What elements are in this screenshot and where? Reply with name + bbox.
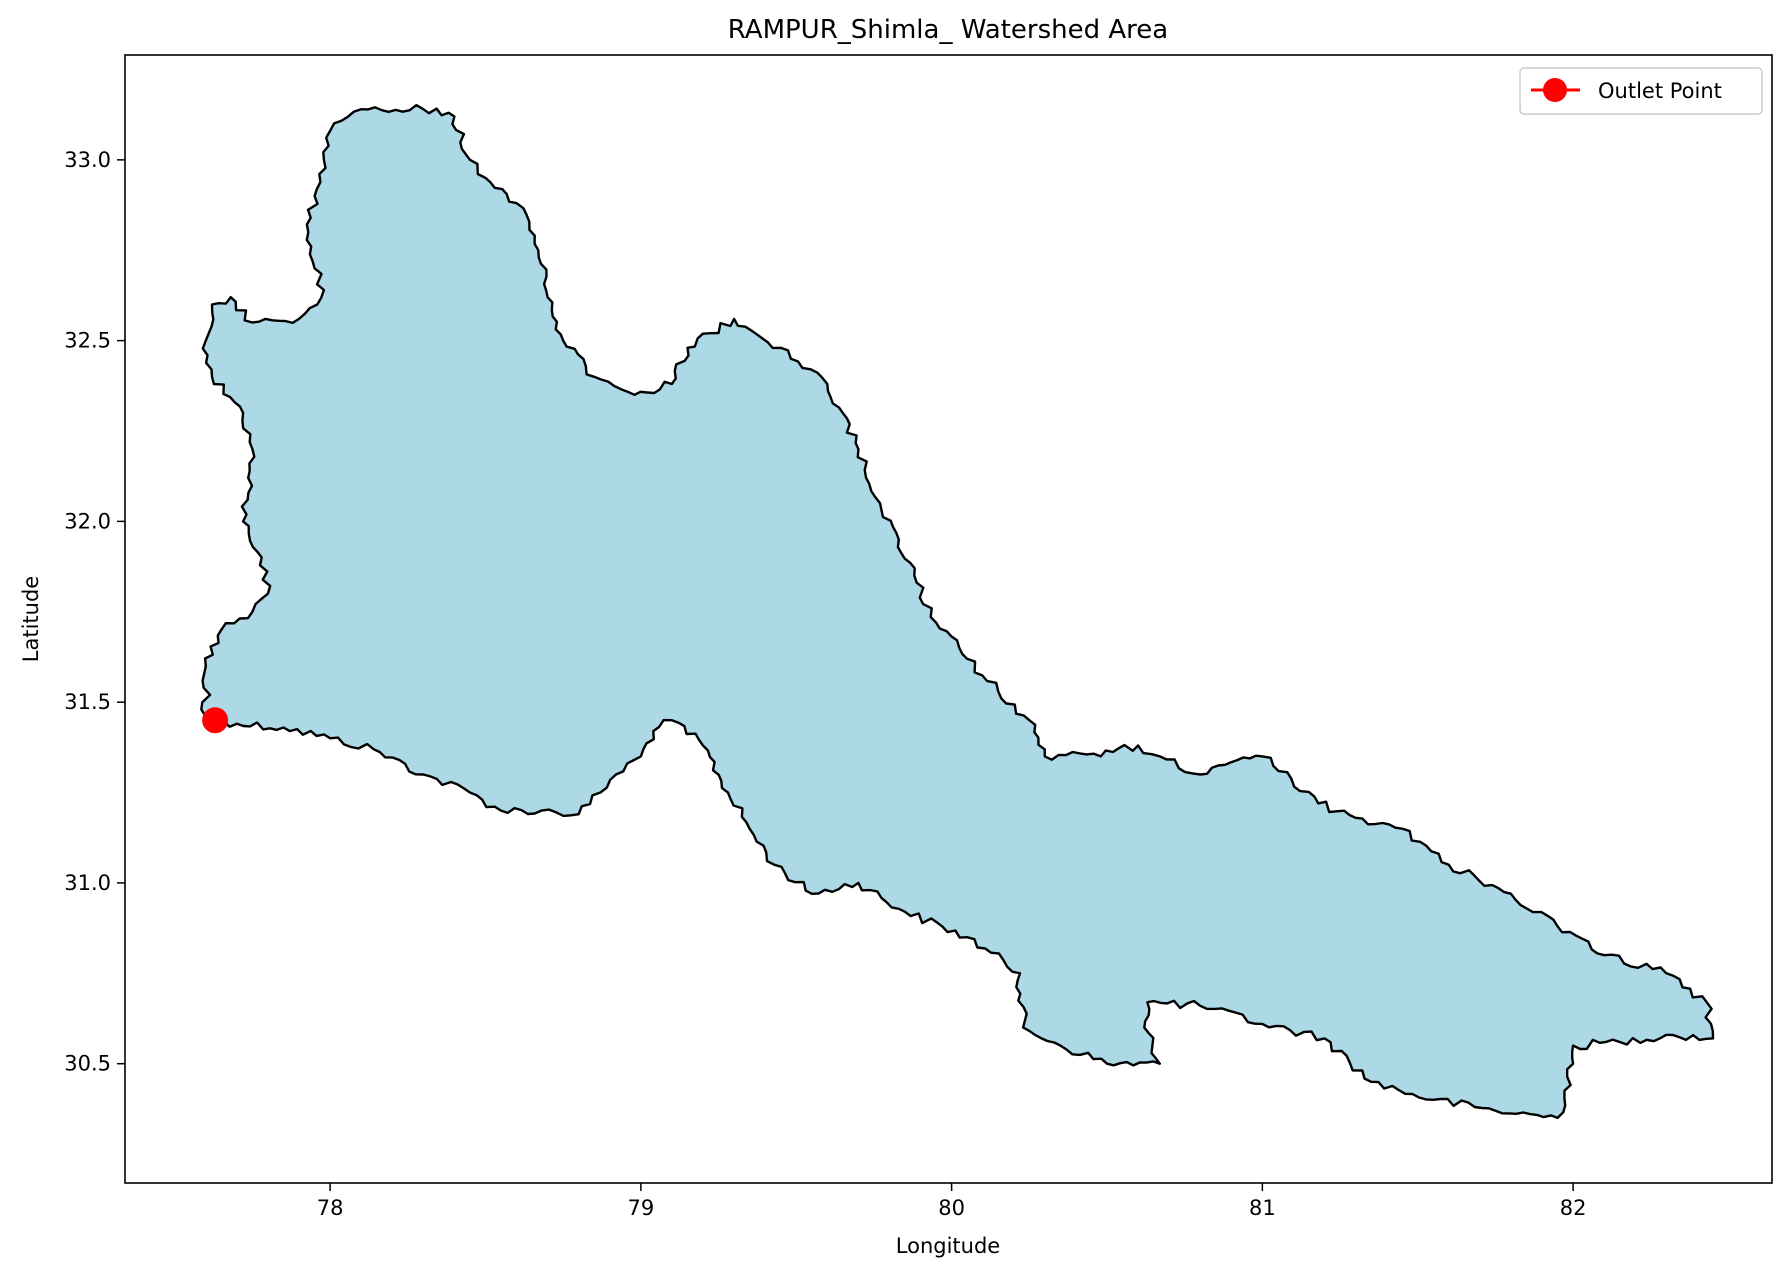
x-tick-label: 80 (938, 1196, 965, 1220)
legend-box (1519, 67, 1763, 115)
chart-title: RAMPUR_Shimla_ Watershed Area (728, 15, 1168, 45)
legend-label-outlet-point: Outlet Point (1598, 79, 1722, 103)
y-tick-label: 32.5 (64, 329, 111, 353)
x-tick-label: 81 (1249, 1196, 1276, 1220)
x-axis-ticks: 78 79 80 81 82 (317, 1183, 1587, 1220)
x-tick-label: 82 (1560, 1196, 1587, 1220)
plot-area (124, 54, 1773, 1184)
y-tick-label: 31.5 (64, 690, 111, 714)
watershed-polygon (200, 103, 1715, 1120)
outlet-point-marker (202, 707, 229, 734)
axes-frame (124, 54, 1773, 1184)
y-tick-label: 30.5 (64, 1052, 111, 1076)
x-axis-label: Longitude (896, 1234, 1000, 1258)
y-tick-label: 31.0 (64, 871, 111, 895)
legend-marker (1543, 78, 1567, 102)
y-axis-ticks: 30.5 31.0 31.5 32.0 32.5 33.0 (64, 148, 125, 1076)
x-tick-label: 78 (317, 1196, 344, 1220)
legend: Outlet Point (1519, 67, 1763, 115)
x-tick-label: 79 (627, 1196, 654, 1220)
y-tick-label: 33.0 (64, 148, 111, 172)
y-axis-label: Latitude (19, 576, 43, 662)
y-tick-label: 32.0 (64, 509, 111, 533)
